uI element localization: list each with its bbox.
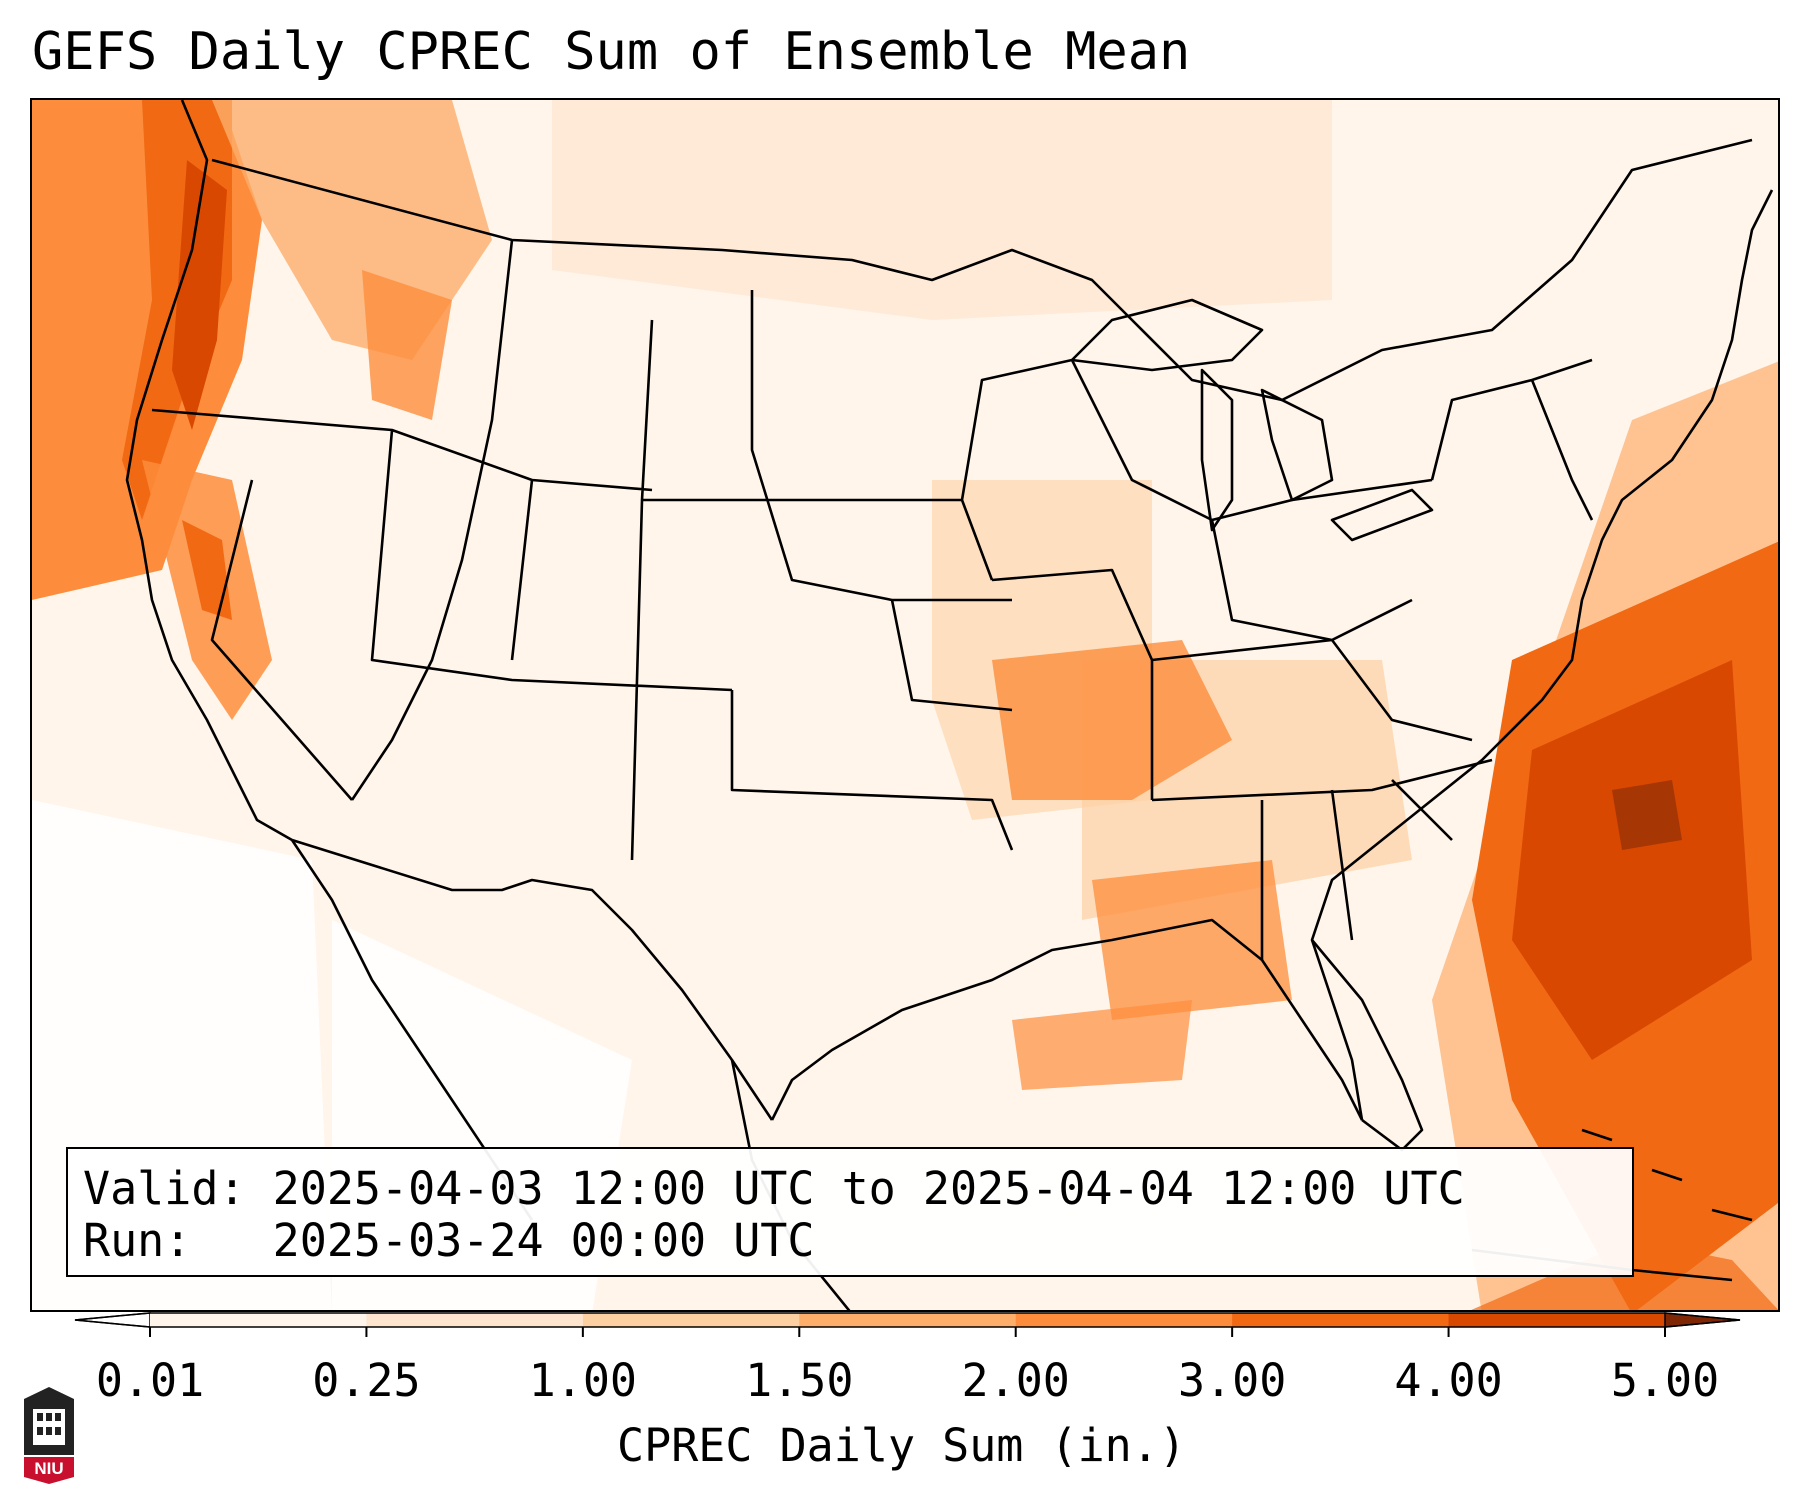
map-title: GEFS Daily CPREC Sum of Ensemble Mean [32, 22, 1191, 82]
niu-logo: NIU [19, 1385, 79, 1485]
nw-gulf-band [1012, 1000, 1192, 1090]
niu-logo-text: NIU [34, 1459, 64, 1478]
colorbar-over-arrow [1664, 1312, 1741, 1328]
lake-michigan [1200, 368, 1234, 532]
colorbar-tick-label: 0.01 [95, 1354, 205, 1407]
bahamas [1581, 1128, 1753, 1222]
colorbar-tick-label: 5.00 [1610, 1354, 1720, 1407]
map-canvas [32, 100, 1778, 1310]
colorbar-segment [799, 1313, 1017, 1327]
florida [1311, 939, 1424, 1152]
colorbar-tick-label: 1.00 [528, 1354, 638, 1407]
atlantic-max [1612, 780, 1682, 850]
precip-shading [32, 100, 1778, 1310]
lake-huron [1260, 388, 1334, 502]
gulf-coast-band [1092, 860, 1292, 1020]
colorbar-segment [150, 1313, 367, 1327]
colorbar-tick-label: 0.25 [312, 1354, 421, 1407]
us-west-coast [125, 100, 293, 842]
colorbar-tick-label: 3.00 [1177, 1354, 1287, 1407]
colorbar-tick-label: 1.50 [745, 1354, 854, 1407]
valid-time-text: Valid: 2025-04-03 12:00 UTC to 2025-04-0… [83, 1162, 1465, 1215]
colorbar [74, 1312, 1741, 1337]
colorbar-segments [74, 1312, 1741, 1328]
gulf-coast [770, 918, 1364, 1121]
colorbar-tick-label: 2.00 [961, 1354, 1070, 1407]
colorbar-tick-label: 4.00 [1394, 1354, 1503, 1407]
colorbar-under-arrow [74, 1312, 151, 1328]
sierra-core [182, 520, 232, 620]
niu-logo-icon [24, 1387, 74, 1484]
colorbar-segment [582, 1313, 800, 1327]
north-plains-light [552, 100, 1332, 320]
colorbar-segment [366, 1313, 584, 1327]
colorbar-segment [1448, 1313, 1666, 1327]
us-mexico-border [291, 838, 774, 1121]
colorbar-segment [1232, 1313, 1450, 1327]
run-time-text: Run: 2025-03-24 00:00 UTC [83, 1214, 815, 1267]
state-lines [151, 239, 1594, 960]
colorbar-ticks [149, 1327, 1666, 1337]
atlantic-core [1512, 660, 1752, 1060]
pnw-core [172, 160, 227, 430]
colorbar-label: CPREC Daily Sum (in.) [617, 1419, 1186, 1472]
colorbar-segment [1015, 1313, 1233, 1327]
canada-border [211, 138, 1753, 402]
lake-superior [1070, 298, 1264, 372]
lake-erie [1330, 488, 1434, 542]
idaho-band [362, 270, 452, 420]
precipitation-map [30, 98, 1780, 1312]
ohio-valley [992, 640, 1232, 800]
valid-time-box: Valid: 2025-04-03 12:00 UTC to 2025-04-0… [66, 1147, 1634, 1277]
